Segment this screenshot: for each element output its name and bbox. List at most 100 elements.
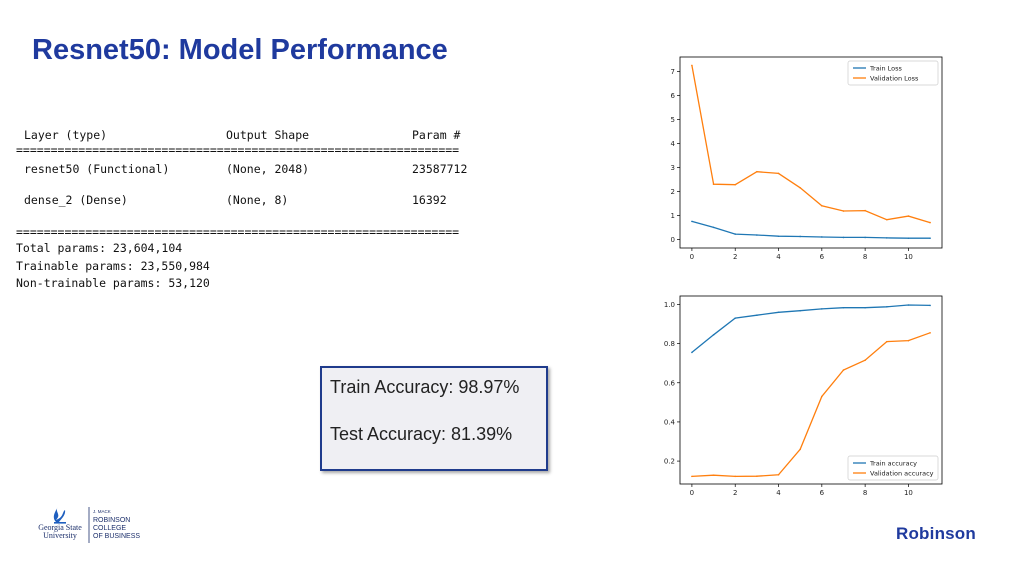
data-point	[734, 233, 737, 235]
y-tick-label: 5	[671, 116, 675, 124]
data-point	[907, 339, 910, 342]
college-line: COLLEGE	[93, 525, 126, 532]
data-point	[864, 209, 866, 212]
data-point	[734, 183, 737, 186]
series-line-0	[691, 304, 931, 353]
data-point	[885, 218, 888, 221]
data-point	[799, 186, 801, 189]
row-params: 16392	[412, 193, 447, 207]
robinson-logo: Robinson	[896, 524, 976, 543]
gsu-logo: Georgia State University J. MACK ROBINSO…	[38, 507, 140, 543]
legend-label: Validation accuracy	[870, 470, 934, 478]
x-tick-label: 0	[690, 253, 694, 261]
data-point	[864, 359, 866, 362]
data-point	[799, 448, 801, 451]
series-line-0	[691, 220, 931, 239]
y-tick-label: 1	[671, 212, 675, 220]
summary-rule-top: ________________________________________…	[16, 116, 460, 128]
x-tick-label: 8	[863, 489, 867, 497]
y-tick-label: 0	[671, 236, 675, 244]
row-layer: dense_2 (Dense)	[24, 193, 128, 207]
data-point	[712, 183, 715, 185]
accuracy-chart: 0 2 4 6 8 10 0.2 0.4 0.6 0.8 1.0 Train accuracy Vali…	[664, 295, 943, 497]
data-point	[756, 170, 758, 173]
series-line-1	[691, 332, 931, 478]
x-tick-label: 2	[733, 253, 737, 261]
y-tick-label: 4	[671, 140, 676, 148]
data-point	[885, 237, 888, 239]
row-shape: (None, 2048)	[226, 162, 310, 176]
college-line: OF BUSINESS	[93, 533, 140, 540]
summary-rule-double: ========================================…	[16, 226, 460, 238]
x-tick-label: 10	[904, 489, 913, 497]
series-line-1	[691, 65, 931, 224]
plot-frame	[679, 295, 943, 485]
flame-icon	[53, 507, 66, 524]
data-point	[712, 226, 715, 229]
legend-label: Train Loss	[869, 65, 903, 73]
data-point	[885, 340, 888, 343]
data-point	[821, 236, 823, 238]
y-tick-label: 0.6	[664, 379, 676, 387]
data-point	[777, 473, 780, 476]
data-point	[734, 317, 737, 319]
data-point	[929, 237, 931, 239]
data-point	[929, 304, 931, 307]
data-point	[691, 220, 693, 223]
x-tick-label: 6	[820, 253, 825, 261]
x-tick-label: 4	[776, 253, 781, 261]
x-tick-label: 10	[904, 253, 913, 261]
non-trainable-params: Non-trainable params: 53,120	[16, 276, 210, 290]
gsu-name-line: University	[43, 531, 77, 540]
data-point	[842, 306, 845, 309]
slide-title: Resnet50: Model Performance	[32, 34, 448, 66]
data-point	[929, 332, 931, 334]
data-point	[756, 234, 758, 236]
data-point	[777, 311, 780, 314]
data-point	[691, 475, 693, 478]
data-point	[777, 235, 780, 238]
y-tick-label: 0.2	[664, 458, 675, 466]
data-point	[842, 369, 845, 371]
data-point	[691, 64, 693, 67]
header-layer: Layer (type)	[24, 128, 108, 142]
data-point	[756, 475, 758, 477]
data-point	[799, 235, 801, 238]
data-point	[691, 351, 693, 354]
data-point	[734, 475, 737, 478]
summary-rule-bottom: ________________________________________…	[16, 291, 460, 303]
data-point	[864, 306, 866, 309]
x-tick-label: 4	[776, 489, 781, 497]
data-point	[712, 474, 715, 476]
header-shape: Output Shape	[226, 128, 310, 142]
header-params: Param #	[412, 128, 461, 142]
data-point	[842, 210, 845, 212]
data-point	[907, 237, 910, 239]
y-tick-label: 6	[671, 92, 676, 100]
data-point	[777, 172, 780, 175]
test-accuracy-text: Test Accuracy: 81.39%	[330, 424, 513, 444]
data-point	[712, 333, 715, 336]
row-layer: resnet50 (Functional)	[24, 162, 170, 176]
y-tick-label: 2	[671, 188, 675, 196]
data-point	[821, 395, 823, 398]
legend-label: Train accuracy	[869, 460, 917, 468]
plot-frame	[679, 56, 943, 249]
y-tick-label: 7	[671, 68, 675, 76]
row-params: 23587712	[412, 162, 468, 176]
loss-chart: 0 2 4 6 8 10 0 1 2 3 4 5 6 7 Train Loss Validation Loss	[671, 56, 943, 261]
total-params: Total params: 23,604,104	[16, 241, 183, 255]
y-tick-label: 0.4	[664, 418, 676, 426]
x-tick-label: 8	[863, 253, 867, 261]
y-tick-label: 0.8	[664, 340, 675, 348]
college-line: ROBINSON	[93, 517, 130, 524]
x-tick-label: 6	[820, 489, 825, 497]
accuracy-box: Train Accuracy: 98.97% Test Accuracy: 81…	[320, 366, 548, 471]
data-point	[885, 305, 888, 308]
data-point	[929, 221, 931, 224]
y-tick-label: 1.0	[664, 301, 675, 309]
y-tick-label: 3	[671, 164, 675, 172]
data-point	[821, 308, 823, 310]
data-point	[907, 215, 910, 217]
summary-rule-double: ========================================…	[16, 144, 460, 156]
